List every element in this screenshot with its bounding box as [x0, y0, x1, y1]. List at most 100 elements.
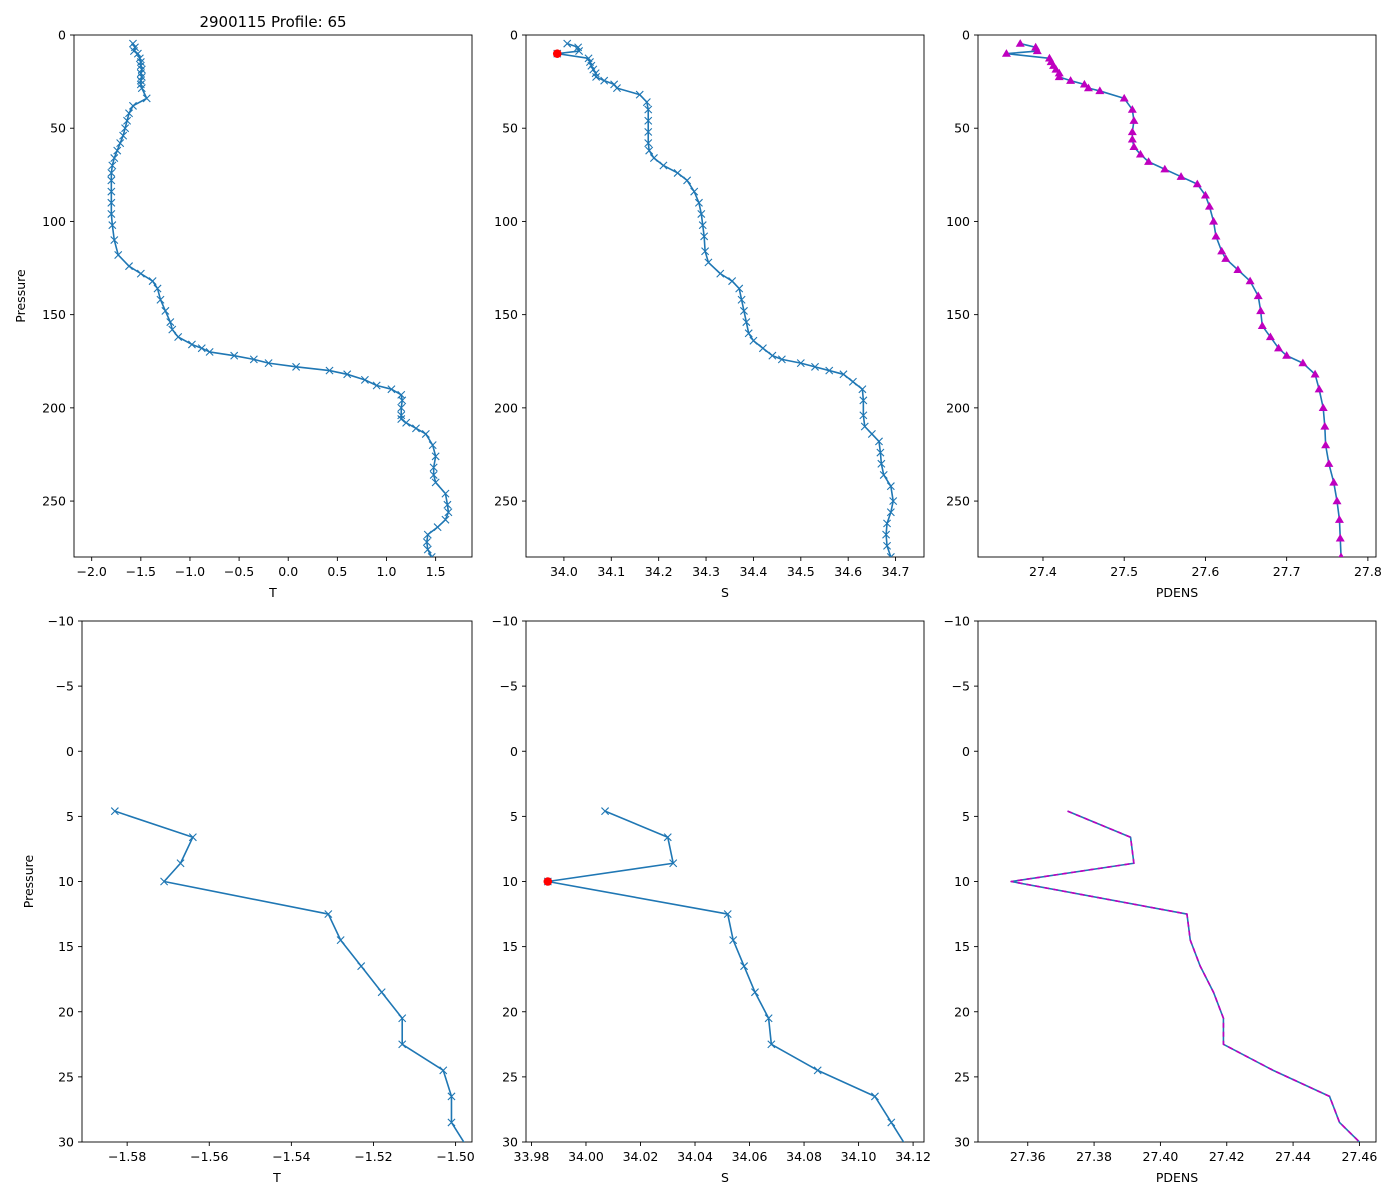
bottom-temperature-xtick-label: −1.54	[272, 1149, 310, 1164]
top-salinity-data-point	[860, 422, 869, 431]
bottom-salinity-flagged-point	[543, 877, 553, 886]
top-salinity-data-point	[735, 284, 744, 293]
bottom-salinity-data-point	[887, 1118, 896, 1127]
top-density-data-point	[1335, 533, 1345, 542]
top-salinity-data-point	[690, 187, 699, 196]
top-salinity-data-point	[859, 396, 868, 405]
top-salinity-data-point	[879, 470, 888, 479]
bottom-density-ytick-label: 5	[962, 809, 970, 824]
top-density-series-line	[1005, 42, 1342, 557]
bottom-temperature-data-point	[110, 807, 119, 816]
top-salinity-data-point	[886, 553, 895, 557]
top-density-data-point	[1253, 291, 1263, 300]
bottom-density-xtick-label: 27.36	[1010, 1149, 1046, 1164]
top-salinity-xtick-label: 34.2	[645, 564, 673, 579]
top-temperature-data-point	[398, 396, 407, 405]
bottom-density-xtick-label: 27.42	[1209, 1149, 1245, 1164]
top-density-data-point	[1079, 79, 1089, 88]
top-temperature-data-point	[133, 49, 142, 58]
top-salinity-data-point	[874, 437, 883, 446]
top-salinity-data-point	[716, 269, 725, 278]
top-temperature-data-point	[249, 355, 258, 364]
top-salinity-axes-frame	[525, 34, 925, 558]
bottom-temperature-plot-area	[110, 807, 465, 1142]
top-temperature-data-point	[441, 515, 450, 524]
top-temperature-xtick-label: −1.5	[126, 564, 156, 579]
top-temperature-data-point	[107, 209, 116, 218]
top-density-data-point	[1329, 477, 1339, 486]
top-temperature-data-point	[441, 489, 450, 498]
bottom-salinity-xtick-label: 34.12	[895, 1149, 931, 1164]
top-salinity-data-point	[644, 127, 653, 136]
top-temperature-data-point	[161, 306, 170, 315]
top-salinity-ytick-label: 150	[494, 307, 518, 322]
top-salinity-data-point	[589, 65, 598, 74]
top-temperature-data-point	[197, 344, 206, 353]
top-temperature-data-point	[107, 176, 116, 185]
bottom-salinity-data-point	[723, 910, 732, 919]
top-salinity-data-point	[883, 541, 892, 550]
top-temperature-series-line	[110, 43, 450, 557]
top-density-xtick-label: 27.7	[1273, 564, 1301, 579]
bottom-temperature-series-line	[114, 810, 465, 1142]
top-temperature-data-point	[125, 109, 134, 118]
bottom-density-ytick-label: 20	[954, 1004, 970, 1019]
top-density-data-point	[1257, 321, 1267, 329]
top-salinity-data-point	[563, 39, 572, 48]
bottom-density-ytick-label: 30	[954, 1135, 970, 1150]
bottom-temperature-ytick-label: −5	[56, 679, 74, 694]
top-temperature-data-point	[397, 411, 406, 420]
bottom-temperature-data-point	[324, 910, 333, 919]
top-temperature-xtick-label: 0.5	[327, 564, 347, 579]
top-salinity-plot-area	[552, 39, 898, 557]
top-temperature-data-point	[428, 441, 437, 450]
top-density-data-point	[1265, 332, 1275, 341]
top-temperature-data-point	[423, 545, 432, 554]
top-temperature-xtick-label: 1.5	[426, 564, 446, 579]
bottom-temperature-data-point	[160, 877, 169, 886]
bottom-density-xtick-label: 27.46	[1342, 1149, 1378, 1164]
bottom-temperature-xtick-label: −1.52	[354, 1149, 392, 1164]
top-temperature-data-point	[372, 381, 381, 390]
top-salinity-data-point	[867, 429, 876, 438]
bottom-density-ytick-label: 0	[962, 744, 970, 759]
top-temperature-data-point	[108, 161, 117, 170]
bottom-salinity-xtick-label: 34.04	[677, 1149, 713, 1164]
top-density-ytick-label: 0	[962, 28, 970, 43]
top-density-data-point	[1320, 422, 1330, 430]
bottom-density-ytick-label: 15	[954, 939, 970, 954]
top-density-ytick-label: 50	[954, 121, 970, 136]
top-salinity-data-point	[811, 362, 820, 371]
top-density-data-point	[1338, 552, 1344, 557]
top-density-data-point	[1095, 86, 1105, 95]
top-salinity-ytick-label: 200	[494, 400, 518, 415]
top-density-data-point	[1135, 149, 1145, 158]
top-salinity-data-point	[644, 105, 653, 114]
top-temperature-data-point	[264, 359, 273, 368]
top-salinity-data-point	[659, 161, 668, 170]
bottom-salinity-axes-frame	[525, 620, 925, 1143]
top-temperature-data-point	[136, 58, 145, 67]
top-salinity-data-point	[701, 247, 710, 256]
top-density-data-point	[1332, 496, 1342, 505]
top-salinity-data-point	[694, 198, 703, 207]
top-salinity-xtick-label: 34.7	[882, 564, 910, 579]
bottom-temperature-data-point	[398, 1040, 407, 1049]
top-salinity-data-point	[728, 277, 737, 286]
bottom-salinity-ytick-label: 30	[502, 1135, 518, 1150]
top-density-data-point	[1321, 440, 1331, 449]
bottom-temperature-ylabel: Pressure	[21, 855, 36, 909]
bottom-density-ytick-label: −5	[952, 679, 970, 694]
top-density-axes-frame	[977, 34, 1377, 558]
top-temperature-data-point	[443, 500, 452, 509]
bottom-salinity-ytick-label: 10	[502, 874, 518, 889]
bottom-density-ytick-label: 25	[954, 1069, 970, 1084]
bottom-density-series-line	[1010, 810, 1360, 1142]
top-salinity-data-point	[777, 355, 786, 364]
bottom-temperature-data-point	[176, 859, 185, 868]
top-density-ytick-label: 100	[946, 214, 970, 229]
bottom-density-axes-frame	[977, 620, 1377, 1143]
top-density-data-point	[1144, 157, 1154, 165]
top-density-xtick-label: 27.4	[1029, 564, 1057, 579]
top-temperature-data-point	[187, 340, 196, 349]
